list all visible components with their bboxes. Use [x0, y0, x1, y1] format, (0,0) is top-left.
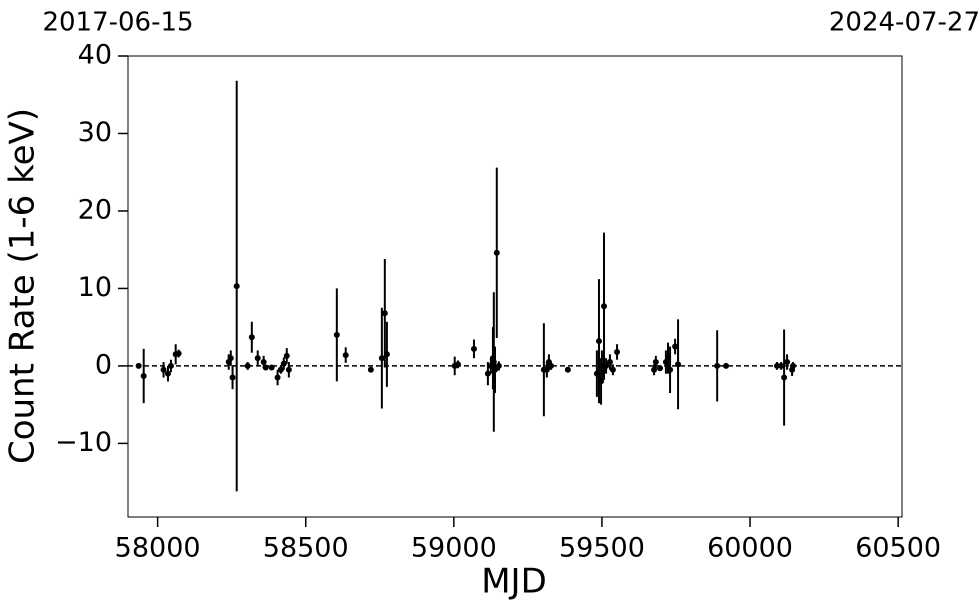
y-tick-label: 10 [78, 272, 112, 303]
data-point [383, 351, 390, 358]
x-tick-label: 59500 [559, 533, 645, 564]
data-point [656, 365, 663, 372]
data-point [274, 374, 281, 381]
y-tick-label: 0 [95, 349, 112, 380]
x-tick-label: 58000 [115, 533, 201, 564]
data-point [484, 370, 491, 377]
data-point [603, 362, 610, 369]
data-point [160, 366, 167, 373]
data-point [244, 362, 251, 369]
data-point [601, 303, 608, 310]
data-point [283, 352, 290, 359]
data-point [285, 366, 292, 373]
data-point [227, 355, 234, 362]
data-point [781, 374, 788, 381]
data-point [277, 366, 284, 373]
data-point [268, 364, 275, 371]
data-point [789, 362, 796, 369]
data-point [595, 338, 602, 345]
data-point [667, 366, 674, 373]
data-point [381, 310, 388, 317]
data-point [714, 362, 721, 369]
y-tick-label: −10 [55, 427, 112, 458]
x-tick-label: 60500 [855, 533, 941, 564]
data-point [470, 345, 477, 352]
data-point [248, 334, 255, 341]
data-point [564, 366, 571, 373]
y-tick-label: 40 [78, 40, 112, 71]
data-point [773, 362, 780, 369]
data-point [672, 343, 679, 350]
x-tick-label: 59000 [411, 533, 497, 564]
x-tick-label: 60000 [707, 533, 793, 564]
top-tick-label: 2024-07-27 [829, 8, 980, 38]
data-point [135, 362, 142, 369]
data-point [140, 372, 147, 379]
data-point [229, 374, 236, 381]
x-tick-label: 58500 [263, 533, 349, 564]
data-point [778, 362, 785, 369]
data-point [333, 331, 340, 338]
data-point [614, 348, 621, 355]
data-point [233, 283, 240, 290]
data-point [652, 359, 659, 366]
data-point [367, 366, 374, 373]
data-point [342, 352, 349, 359]
data-point [723, 362, 730, 369]
data-point [175, 350, 182, 357]
data-point [492, 366, 499, 373]
data-point [260, 359, 267, 366]
y-axis-label: Count Rate (1-6 keV) [3, 108, 43, 464]
top-tick-label: 2017-06-15 [42, 8, 193, 38]
data-point [262, 364, 269, 371]
data-point [606, 359, 613, 366]
data-point [493, 249, 500, 256]
data-point [167, 362, 174, 369]
plot-frame [127, 55, 903, 518]
data-point [675, 361, 682, 368]
data-point [454, 361, 461, 368]
data-point [378, 355, 385, 362]
data-point [254, 355, 261, 362]
data-point [164, 370, 171, 377]
data-point [495, 362, 502, 369]
data-point [651, 366, 658, 373]
y-tick-label: 20 [78, 194, 112, 225]
data-point [784, 359, 791, 366]
data-point [547, 362, 554, 369]
data-point [280, 360, 287, 367]
y-tick-label: 30 [78, 117, 112, 148]
data-point [609, 366, 616, 373]
x-axis-label: MJD [481, 562, 547, 602]
